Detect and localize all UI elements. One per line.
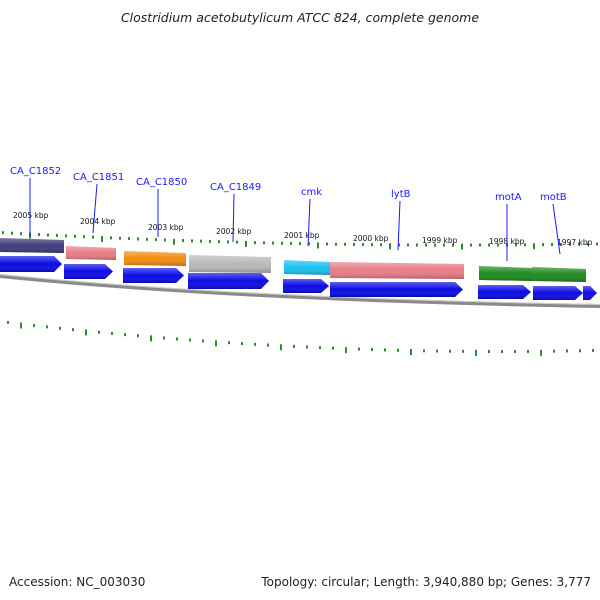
kbp-label: 1997 kbp [557,238,593,247]
label-leader-line [92,183,98,234]
gene-label-ca_c1849: CA_C1849 [210,182,261,193]
gene-label-ca_c1850: CA_C1850 [136,177,187,188]
kbp-label: 2004 kbp [80,217,116,226]
label-leader-line [307,198,311,247]
kbp-label: 2002 kbp [216,227,252,236]
tick-marks [2,231,598,356]
gene-label-cmk: cmk [301,187,322,198]
gene-label-lytb: lytB [391,189,411,200]
label-leader-line [552,203,561,255]
gene-features[interactable] [0,238,586,282]
gene-label-motb: motB [540,192,567,203]
map-title: Clostridium acetobutylicum ATCC 824, com… [120,10,480,25]
kbp-label: 2001 kbp [284,231,320,240]
genome-summary: Topology: circular; Length: 3,940,880 bp… [261,575,591,589]
gene-labels: CA_C1852 CA_C1851 CA_C1850 CA_C1849 cmk lytB m… [10,166,567,203]
kbp-labels: 2005 kbp 2004 kbp 2003 kbp 2002 kbp 2001 kbp… [13,211,593,247]
gene-label-mota: motA [495,192,522,203]
gene-label-ca_c1851: CA_C1851 [73,172,124,183]
label-leader-line [397,200,401,251]
kbp-label: 2005 kbp [13,211,49,220]
gene-label-ca_c1852: CA_C1852 [10,166,61,177]
accession-label: Accession: NC_003030 [9,575,146,589]
kbp-label: 2000 kbp [353,234,389,243]
genome-backbone [0,274,600,308]
cds-arrows[interactable] [0,256,597,300]
label-leader-line [232,193,235,243]
kbp-label: 1999 kbp [422,236,458,245]
kbp-label: 2003 kbp [148,223,184,232]
label-leaders [29,178,561,261]
